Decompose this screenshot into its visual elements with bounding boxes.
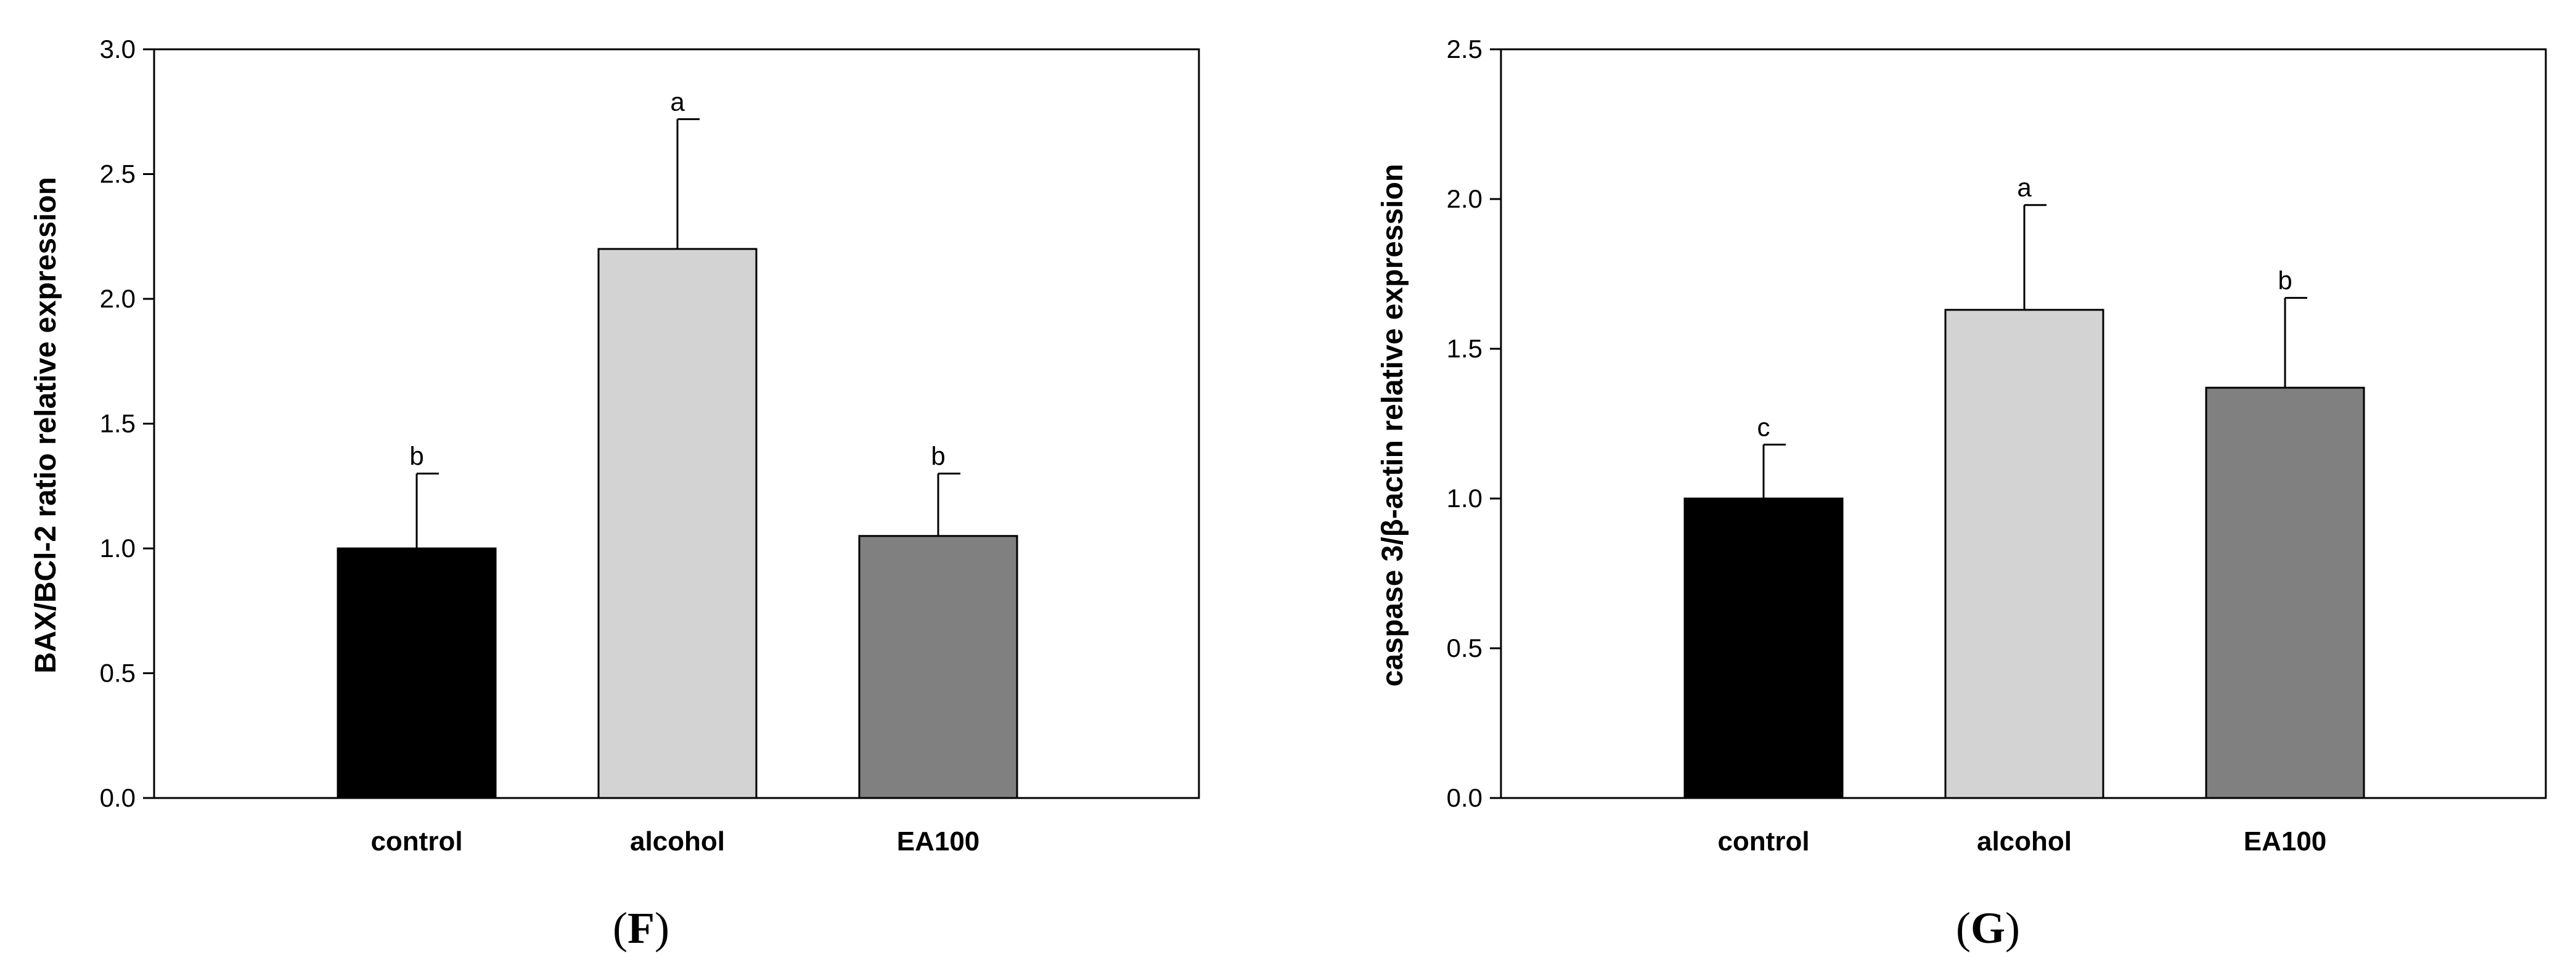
y-axis-ticks: 0.0 0.5 1.0 1.5 2.0 2.5 bbox=[1447, 35, 1501, 812]
y-tick-label: 1.5 bbox=[100, 409, 136, 438]
bar-alcohol bbox=[597, 248, 758, 799]
y-tick-label: 0.0 bbox=[100, 783, 136, 812]
bar-control bbox=[337, 547, 497, 799]
bar-ea100 bbox=[858, 535, 1018, 799]
category-label: EA100 bbox=[897, 826, 980, 857]
y-tick-label: 1.0 bbox=[100, 534, 136, 563]
y-axis-label: BAX/BCl-2 ratio relative expression bbox=[30, 177, 62, 674]
chart-panel-g: 0.0 0.5 1.0 1.5 2.0 2.5 c a b control alcohol EA1… bbox=[1376, 35, 2547, 953]
y-tick-label: 2.0 bbox=[1447, 184, 1482, 213]
significance-letter: b bbox=[931, 442, 945, 471]
bar-alcohol bbox=[1944, 309, 2104, 799]
y-tick-label: 2.5 bbox=[1447, 35, 1482, 63]
y-tick-label: 0.0 bbox=[1447, 783, 1482, 812]
category-label: alcohol bbox=[1977, 826, 2072, 857]
significance-letter: b bbox=[409, 442, 423, 471]
y-tick-label: 2.5 bbox=[100, 160, 136, 189]
significance-letter: a bbox=[670, 87, 685, 116]
y-tick-label: 3.0 bbox=[100, 35, 136, 63]
bar-ea100 bbox=[2205, 386, 2365, 799]
y-tick-label: 0.5 bbox=[100, 659, 136, 688]
y-tick-label: 1.0 bbox=[1447, 484, 1482, 513]
category-label: control bbox=[370, 826, 462, 857]
y-tick-label: 0.5 bbox=[1447, 633, 1482, 662]
y-tick-label: 1.5 bbox=[1447, 334, 1482, 363]
chart-panel-f: 0.0 0.5 1.0 1.5 2.0 2.5 3.0 b a b control alcohol… bbox=[30, 35, 1200, 953]
significance-letter: a bbox=[2017, 173, 2032, 202]
y-axis-ticks: 0.0 0.5 1.0 1.5 2.0 2.5 3.0 bbox=[100, 35, 154, 812]
bars: b a b bbox=[337, 87, 1018, 799]
category-label: EA100 bbox=[2244, 826, 2327, 857]
bar-control bbox=[1683, 497, 1844, 799]
category-labels: control alcohol EA100 bbox=[370, 826, 979, 857]
category-labels: control alcohol EA100 bbox=[1717, 826, 2326, 857]
panel-label-g: (G) bbox=[1956, 903, 2020, 953]
significance-letter: c bbox=[1757, 413, 1770, 442]
category-label: control bbox=[1717, 826, 1809, 857]
significance-letter: b bbox=[2278, 266, 2292, 295]
y-tick-label: 2.0 bbox=[100, 284, 136, 313]
category-label: alcohol bbox=[630, 826, 725, 857]
panel-label-f: (F) bbox=[613, 903, 669, 953]
bars: c a b bbox=[1683, 173, 2365, 799]
y-axis-label: caspase 3/β-actin relative expression bbox=[1376, 164, 1409, 686]
